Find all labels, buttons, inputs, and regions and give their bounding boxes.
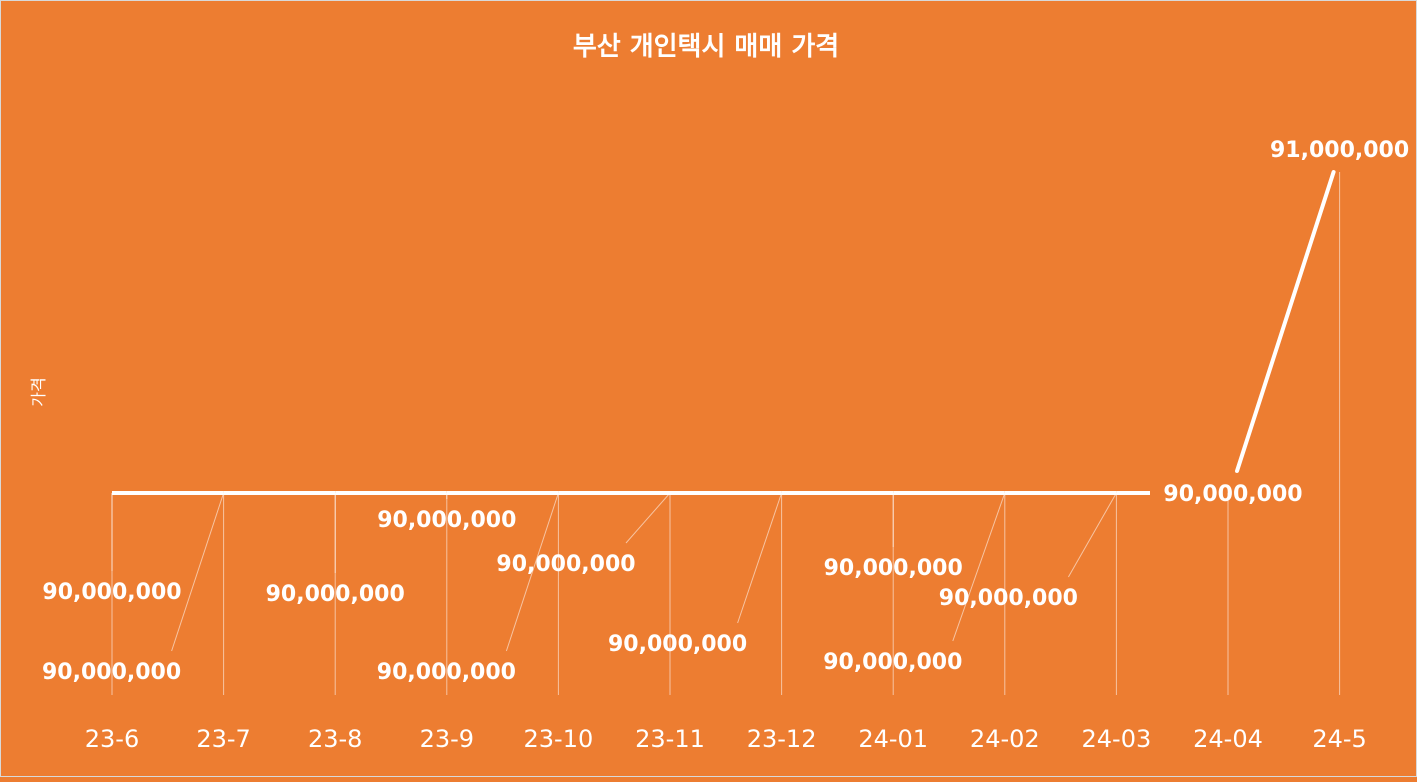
- x-tick-label: 23-10: [524, 725, 594, 753]
- label-leader-line: [737, 492, 783, 624]
- x-tick-label: 24-02: [970, 725, 1040, 753]
- x-tick-label: 23-8: [308, 725, 362, 753]
- data-label: 90,000,000: [377, 660, 516, 685]
- data-label: 90,000,000: [823, 650, 962, 675]
- x-axis-ticks: 23-6 23-7 23-8 23-9 23-10 23-11 23-12 24-01 24-0…: [85, 725, 1367, 753]
- data-label: 90,000,000: [608, 632, 747, 657]
- label-leader-line: [171, 492, 225, 652]
- label-leader-line: [1067, 492, 1117, 578]
- x-tick-label: 24-03: [1082, 725, 1152, 753]
- data-label: 90,000,000: [42, 580, 181, 605]
- y-axis-label: 가격: [29, 377, 48, 406]
- x-tick-label: 23-11: [635, 725, 705, 753]
- data-label: 91,000,000: [1270, 138, 1409, 163]
- data-label: 90,000,000: [42, 660, 181, 685]
- chart-title: 부산 개인택시 매매 가격: [573, 32, 839, 62]
- label-leader-line: [505, 492, 559, 652]
- data-label: 90,000,000: [939, 586, 1078, 611]
- x-tick-label: 23-6: [85, 725, 139, 753]
- x-tick-label: 23-7: [196, 725, 250, 753]
- x-tick-label: 23-12: [747, 725, 817, 753]
- x-tick-label: 23-9: [420, 725, 474, 753]
- data-label: 90,000,000: [1163, 482, 1302, 507]
- data-label: 90,000,000: [824, 556, 963, 581]
- x-tick-label: 24-04: [1193, 725, 1263, 753]
- data-labels: 90,000,000 90,000,000 90,000,000 90,000,000…: [42, 138, 1409, 685]
- x-tick-label: 24-5: [1312, 725, 1366, 753]
- series-segment: [1235, 170, 1336, 473]
- series-line: [112, 170, 1336, 495]
- drop-lines: [111, 172, 1341, 695]
- x-tick-label: 24-01: [858, 725, 928, 753]
- label-leader-line: [625, 492, 671, 544]
- data-label: 90,000,000: [377, 508, 516, 533]
- data-label: 90,000,000: [496, 552, 635, 577]
- label-leader-line: [952, 492, 1006, 642]
- data-label: 90,000,000: [266, 582, 405, 607]
